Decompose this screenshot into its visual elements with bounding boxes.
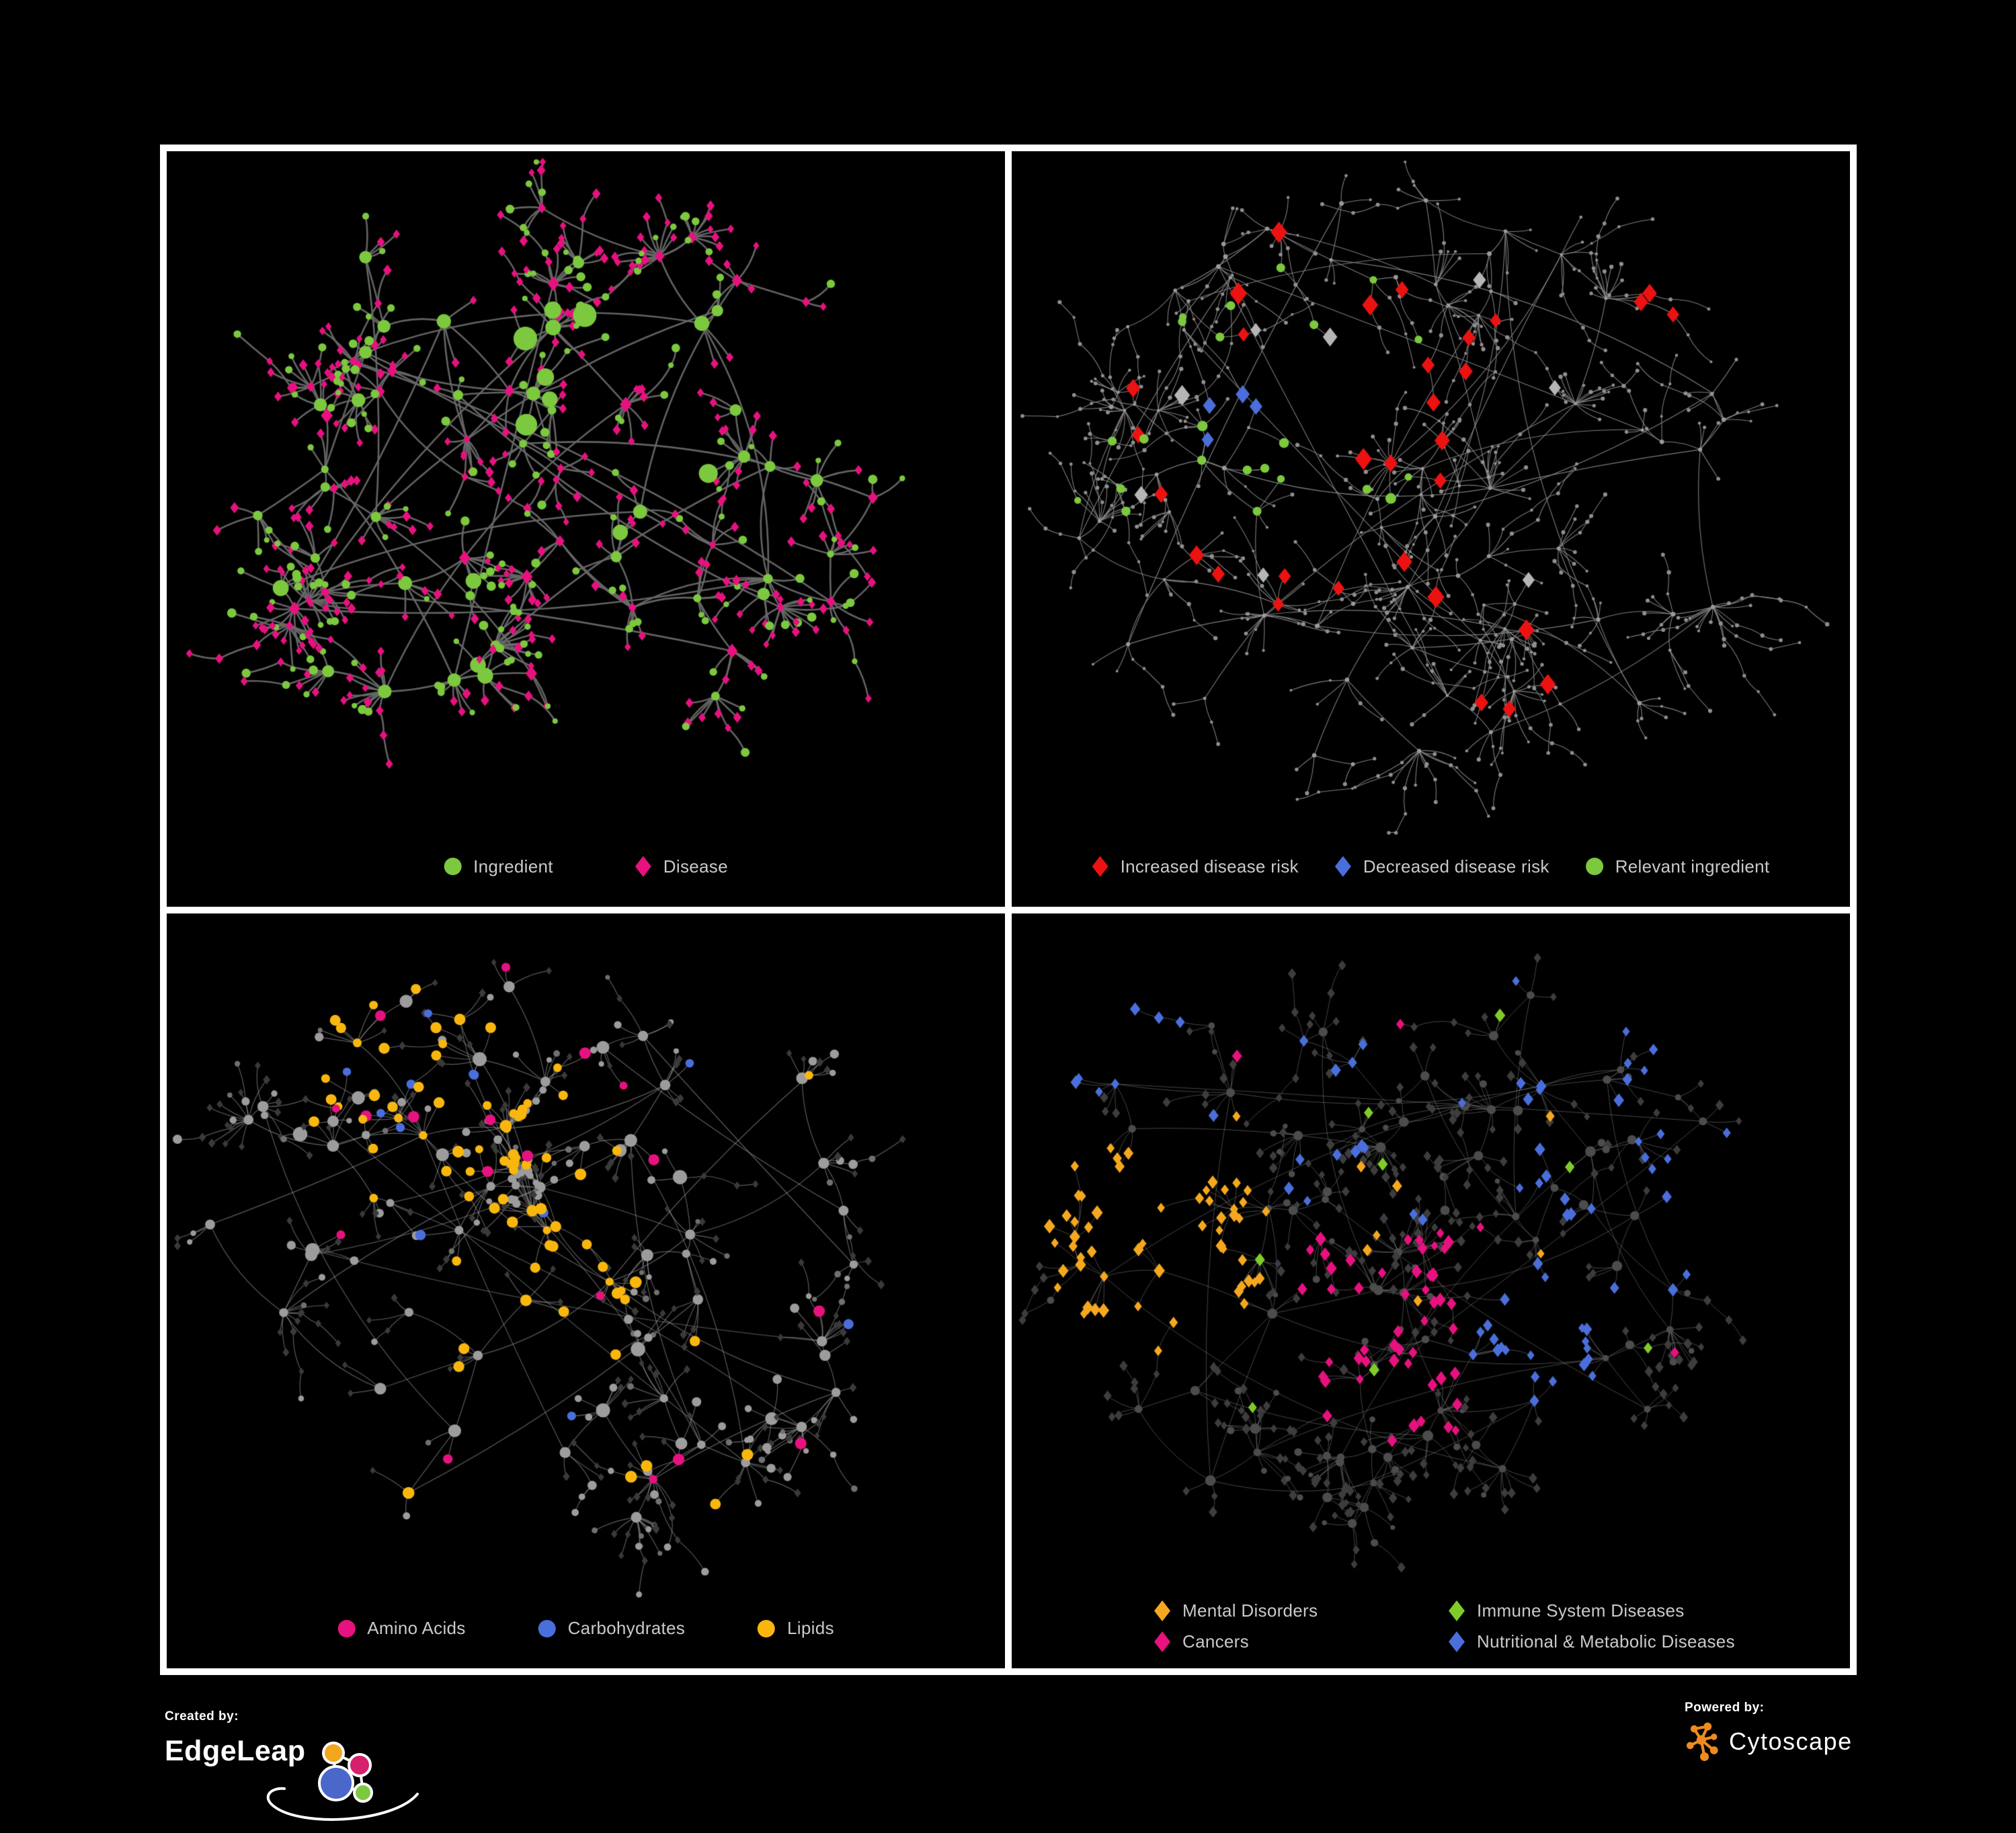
legend-item: Carbohydrates: [538, 1618, 685, 1639]
legend-item: Cancers: [1154, 1631, 1449, 1652]
legend-item: Decreased disease risk: [1334, 856, 1549, 877]
cancers-diamond-swatch: [1154, 1631, 1170, 1652]
legend-disease-categories: Mental Disorders Immune System Diseases …: [1154, 1600, 1735, 1652]
cytoscape-logo-icon: [1686, 1722, 1718, 1761]
legend-item: Mental Disorders: [1154, 1600, 1449, 1621]
legend-label: Nutritional & Metabolic Diseases: [1477, 1631, 1735, 1652]
amino-acids-circle-swatch: [337, 1619, 356, 1637]
legend-item: Immune System Diseases: [1449, 1600, 1735, 1621]
panel-ingredient-disease: Ingredient Disease: [167, 151, 1005, 907]
legend-disease-risk: Increased disease risk Decreased disease…: [1092, 856, 1770, 877]
relevant-ingredient-circle-swatch: [1585, 858, 1603, 875]
legend-item: Amino Acids: [337, 1618, 465, 1639]
created-by-block: Created by: EdgeLeap: [165, 1709, 487, 1821]
edgeleap-logo-nodes: [318, 1742, 373, 1803]
legend-item: Disease: [635, 856, 728, 877]
legend-item: Increased disease risk: [1092, 856, 1299, 877]
legend-macronutrients: Amino Acids Carbohydrates Lipids: [337, 1618, 834, 1639]
legend-label: Disease: [663, 856, 728, 877]
edgeleap-logo-icon: [266, 1742, 419, 1821]
panel-grid: Ingredient Disease Increased disease ris…: [160, 145, 1857, 1675]
legend-label: Cancers: [1182, 1631, 1249, 1652]
legend-label: Immune System Diseases: [1477, 1600, 1685, 1621]
panel-disease-categories: Mental Disorders Immune System Diseases …: [1012, 913, 1850, 1668]
powered-by-block: Powered by: Cytoscape: [1685, 1701, 1853, 1762]
lipids-circle-swatch: [758, 1619, 776, 1637]
panel-macronutrient-classes: Amino Acids Carbohydrates Lipids: [167, 913, 1005, 1668]
increased-risk-diamond-swatch: [1092, 856, 1108, 877]
legend-item: Relevant ingredient: [1585, 856, 1770, 877]
nutritional-metabolic-diamond-swatch: [1449, 1631, 1465, 1652]
legend-label: Lipids: [787, 1618, 834, 1638]
legend-label: Increased disease risk: [1120, 856, 1299, 877]
legend-label: Mental Disorders: [1182, 1600, 1318, 1621]
legend-label: Ingredient: [473, 856, 553, 877]
legend-label: Amino Acids: [367, 1618, 466, 1638]
powered-by-label: Powered by:: [1685, 1701, 1765, 1715]
disease-risk-network-graph: [1012, 151, 1850, 907]
created-by-label: Created by:: [165, 1709, 239, 1723]
ingredient-disease-network-graph: [167, 151, 1005, 907]
legend-label: Decreased disease risk: [1363, 856, 1549, 877]
panel-disease-risk: Increased disease risk Decreased disease…: [1012, 151, 1850, 907]
carbohydrates-circle-swatch: [538, 1619, 556, 1637]
legend-label: Relevant ingredient: [1615, 856, 1770, 877]
immune-system-diamond-swatch: [1449, 1600, 1465, 1621]
legend-ingredient-disease: Ingredient Disease: [444, 856, 728, 877]
ingredient-circle-swatch: [444, 858, 462, 875]
edgeleap-wordmark: EdgeLeap: [165, 1735, 306, 1767]
cytoscape-brand-row: Cytoscape: [1685, 1721, 1853, 1762]
decreased-risk-diamond-swatch: [1334, 856, 1351, 877]
cytoscape-logo-nodes: [1686, 1722, 1718, 1761]
edgeleap-brand-row: EdgeLeap: [165, 1731, 487, 1821]
cytoscape-wordmark: Cytoscape: [1729, 1727, 1853, 1755]
legend-item: Lipids: [758, 1618, 834, 1639]
legend-item: Nutritional & Metabolic Diseases: [1449, 1631, 1735, 1652]
macronutrient-network-graph: [167, 913, 1005, 1668]
legend-label: Carbohydrates: [567, 1618, 686, 1638]
disease-categories-network-graph: [1012, 913, 1850, 1668]
mental-disorders-diamond-swatch: [1154, 1600, 1170, 1621]
disease-diamond-swatch: [635, 856, 651, 877]
legend-item: Ingredient: [444, 856, 553, 877]
